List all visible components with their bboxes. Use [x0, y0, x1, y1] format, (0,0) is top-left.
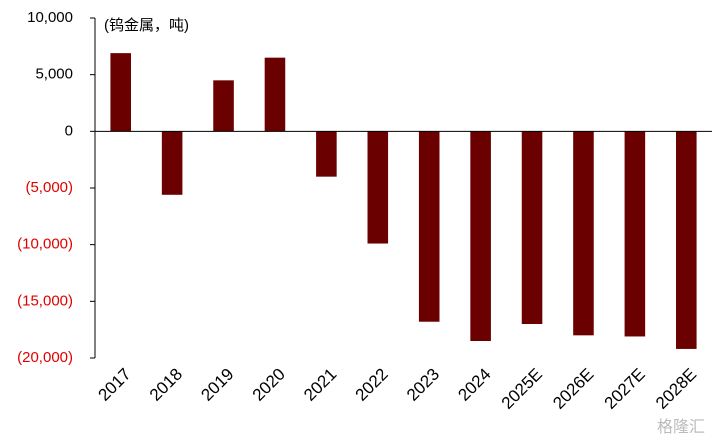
bar	[316, 131, 337, 177]
x-tick-label: 2024	[454, 365, 494, 405]
x-tick-label: 2021	[300, 365, 340, 405]
bar	[521, 131, 543, 324]
x-tick-label: 2017	[95, 365, 135, 405]
x-tick-label: 2020	[249, 365, 289, 405]
bar	[470, 131, 491, 341]
x-tick-label: 2019	[197, 365, 237, 405]
x-tick-label: 2026E	[549, 365, 597, 413]
x-tick-label: 2023	[403, 365, 443, 405]
x-tick-label: 2025E	[498, 365, 546, 413]
y-tick-label: (15,000)	[17, 292, 73, 309]
bar	[573, 131, 594, 336]
watermark: 格隆汇	[657, 418, 705, 436]
bar	[213, 80, 234, 132]
y-tick-label: (10,000)	[17, 236, 73, 253]
bar	[676, 131, 697, 349]
y-tick-label: 5,000	[35, 66, 73, 83]
x-tick-label: 2027E	[601, 365, 649, 413]
y-tick-label: 0	[65, 122, 73, 139]
y-tick-label: (5,000)	[25, 179, 73, 196]
x-tick-label: 2018	[146, 365, 186, 405]
bar	[264, 57, 286, 132]
x-tick-label: 2028E	[652, 365, 700, 413]
bar	[418, 131, 440, 322]
bar	[161, 131, 183, 195]
x-tick-label: 2022	[352, 365, 392, 405]
y-tick-label: 10,000	[27, 9, 73, 26]
bar	[367, 131, 389, 244]
y-tick-label: (20,000)	[17, 349, 73, 366]
unit-annotation: (钨金属，吨)	[104, 17, 189, 34]
bar	[110, 53, 131, 132]
bar	[624, 131, 646, 337]
